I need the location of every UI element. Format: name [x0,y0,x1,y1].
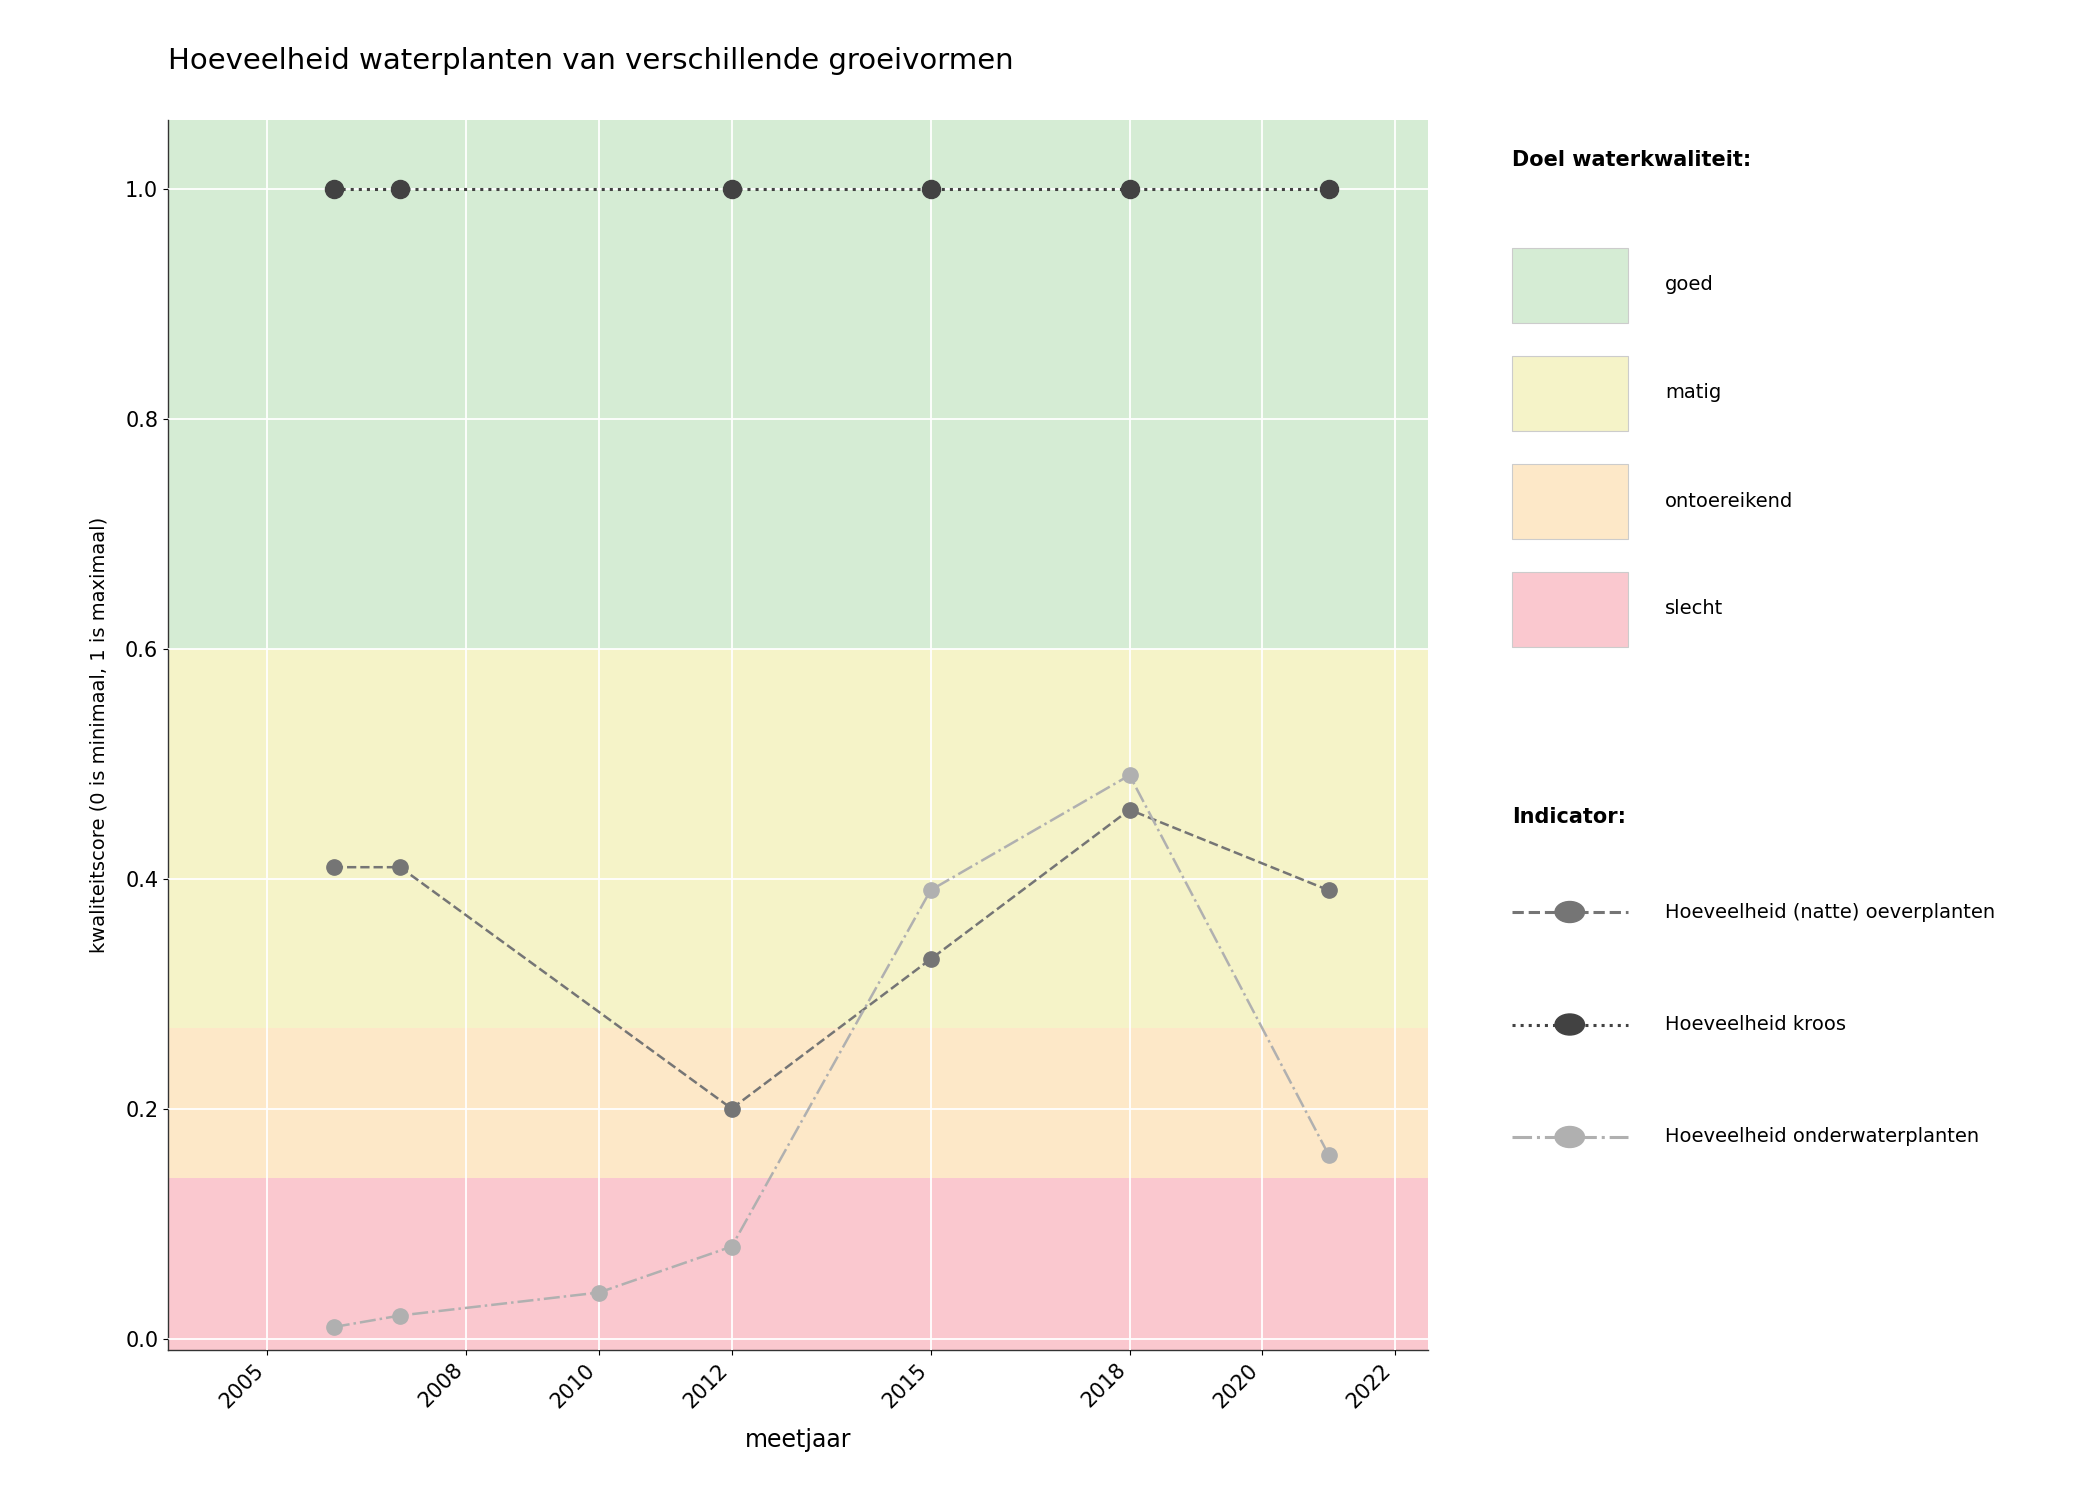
Bar [168,650,1428,1028]
Y-axis label: kwaliteitscore (0 is minimaal, 1 is maximaal): kwaliteitscore (0 is minimaal, 1 is maxi… [90,518,109,952]
Text: goed: goed [1665,276,1714,294]
Bar [168,120,1428,650]
Text: Hoeveelheid (natte) oeverplanten: Hoeveelheid (natte) oeverplanten [1665,903,1995,921]
Text: matig: matig [1665,384,1722,402]
Text: Hoeveelheid waterplanten van verschillende groeivormen: Hoeveelheid waterplanten van verschillen… [168,46,1014,75]
X-axis label: meetjaar: meetjaar [746,1428,851,1452]
Text: Hoeveelheid onderwaterplanten: Hoeveelheid onderwaterplanten [1665,1128,1980,1146]
Text: slecht: slecht [1665,600,1724,618]
Text: ontoereikend: ontoereikend [1665,492,1793,510]
Bar [168,1178,1428,1350]
Bar [168,1028,1428,1178]
Text: Hoeveelheid kroos: Hoeveelheid kroos [1665,1016,1846,1034]
Text: Indicator:: Indicator: [1512,807,1625,826]
Text: Doel waterkwaliteit:: Doel waterkwaliteit: [1512,150,1751,170]
